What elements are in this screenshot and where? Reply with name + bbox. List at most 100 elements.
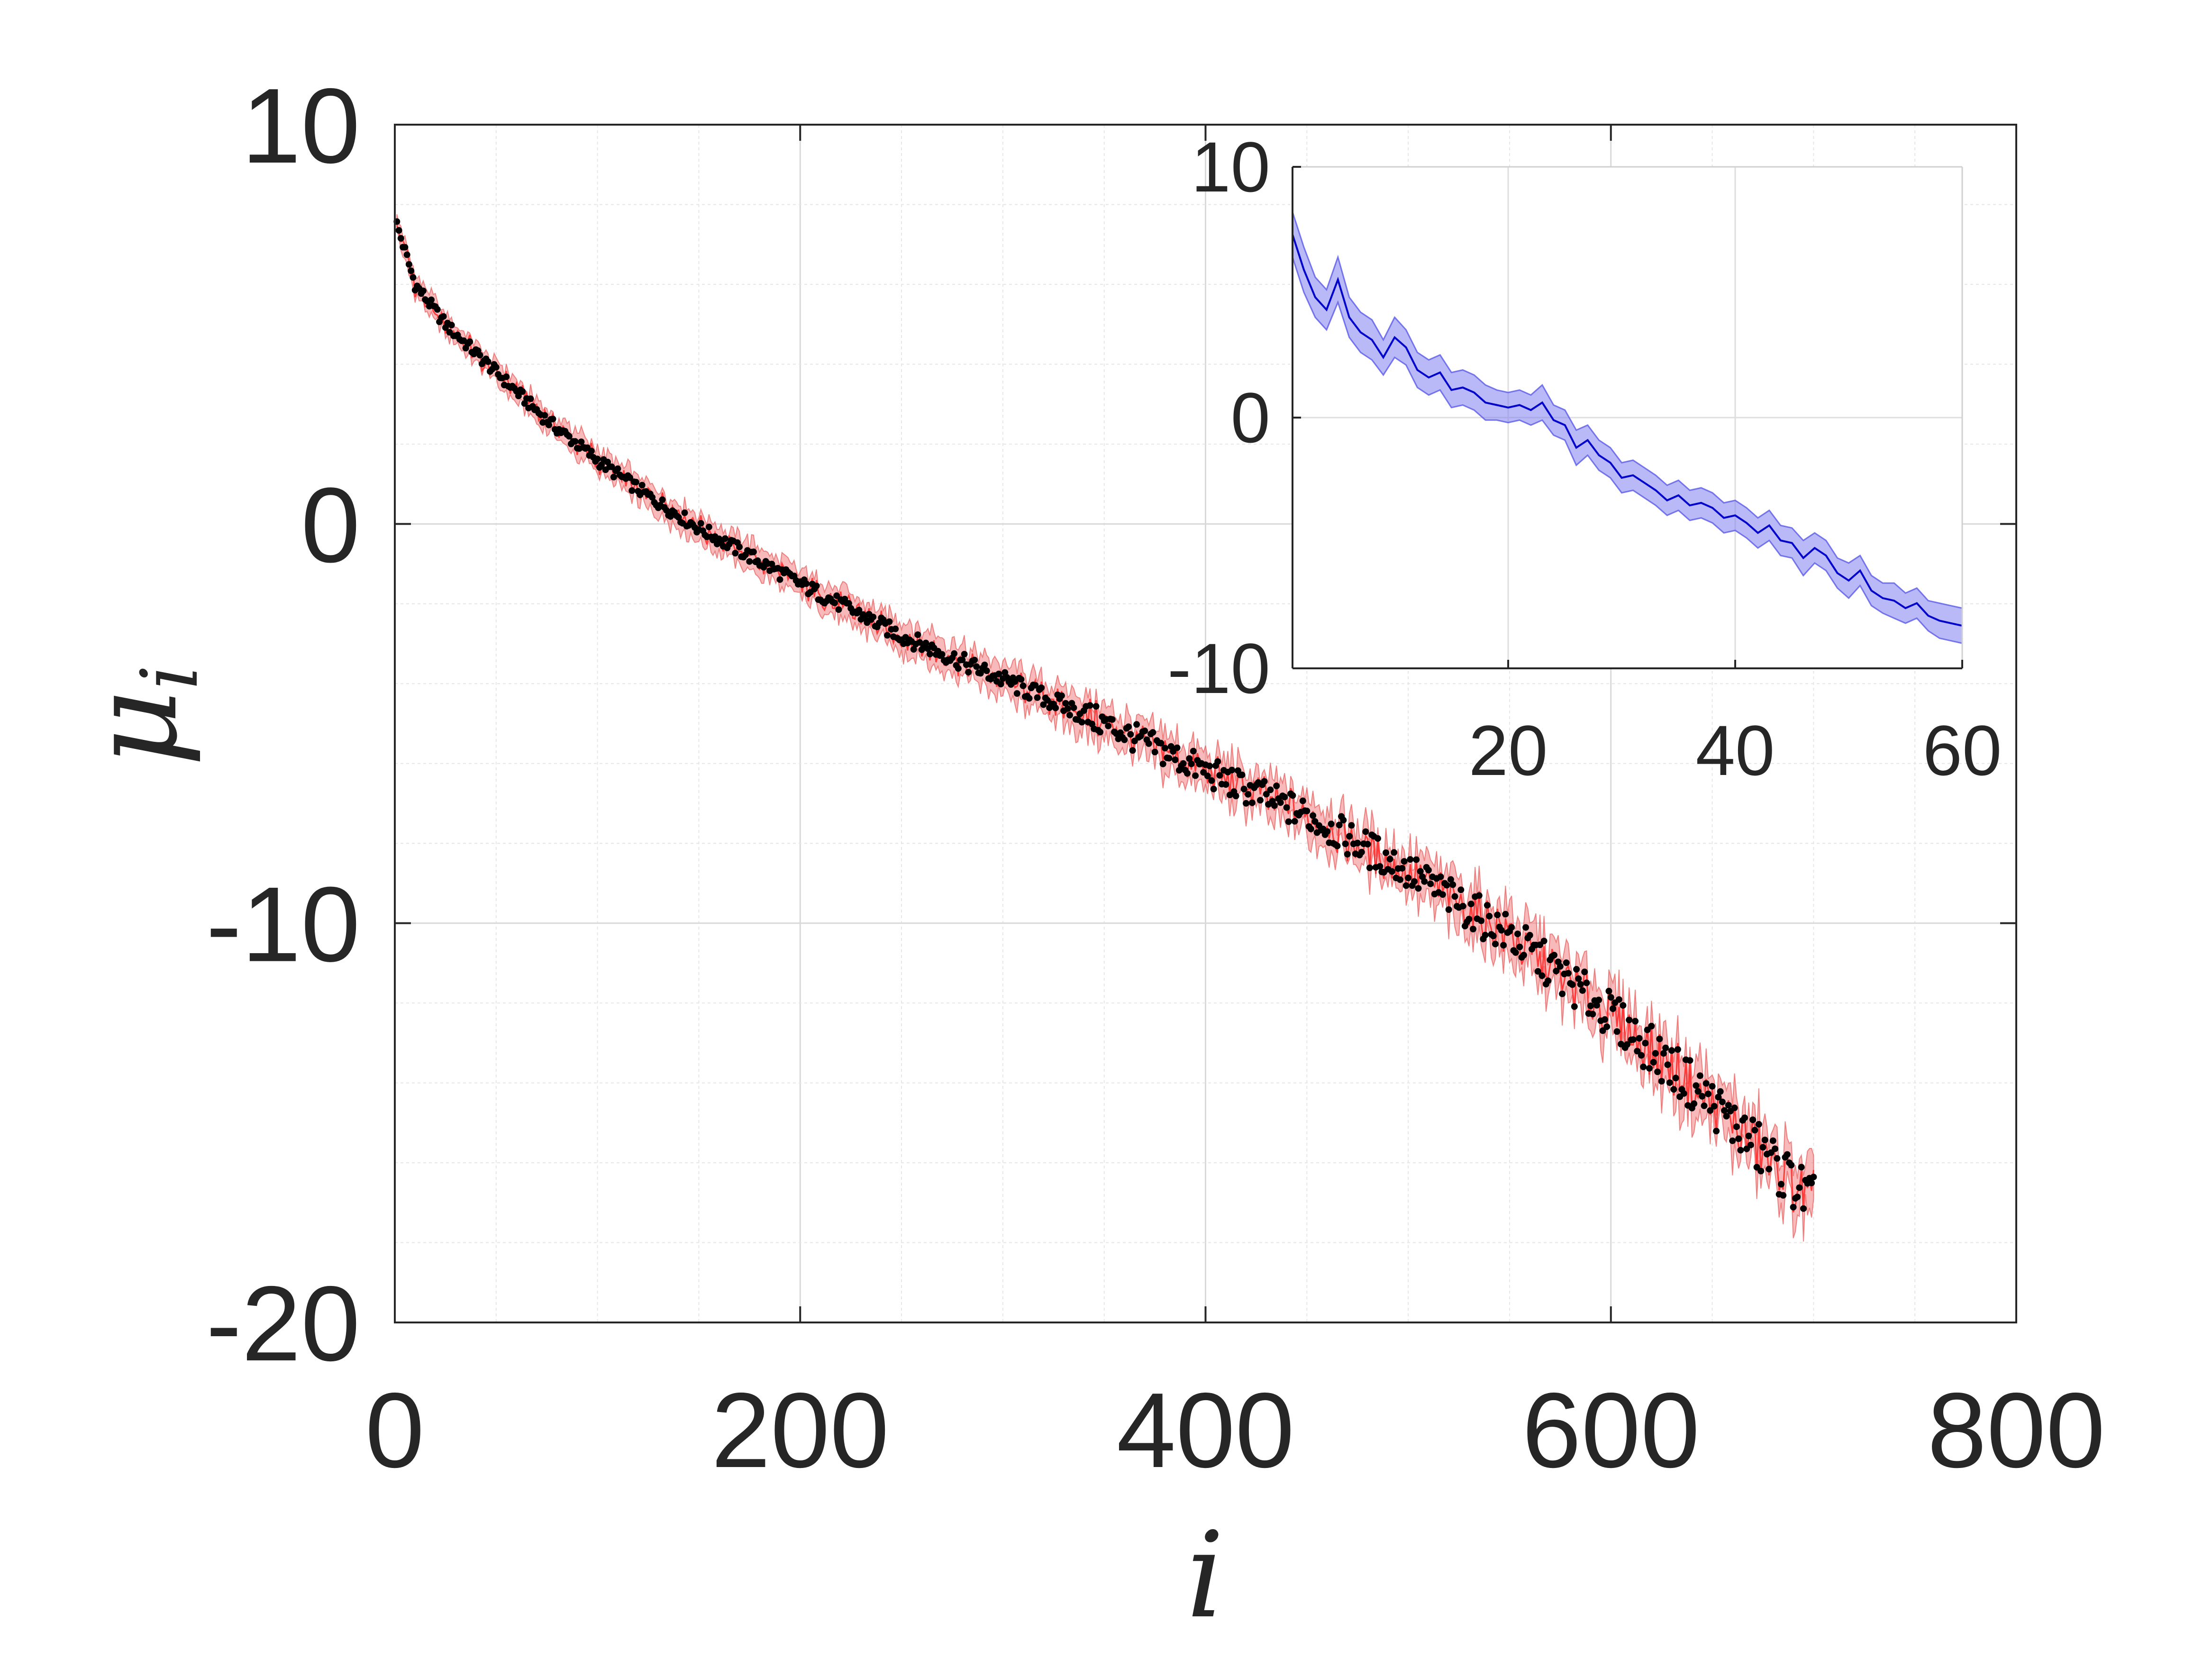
main-data-point: [1607, 994, 1614, 1001]
main-data-point: [681, 509, 688, 516]
main-data-point: [1595, 996, 1602, 1003]
main-data-point: [1593, 1002, 1600, 1009]
main-data-point: [1397, 876, 1403, 883]
main-data-point: [627, 474, 633, 481]
main-data-point: [1660, 1050, 1667, 1057]
main-data-point: [541, 412, 548, 419]
main-data-point: [1798, 1164, 1805, 1171]
main-data-point: [1092, 703, 1100, 710]
main-data-point: [1052, 704, 1059, 711]
main-data-point: [1713, 1128, 1720, 1135]
main-data-point: [1725, 1102, 1732, 1109]
main-data-point: [1240, 785, 1247, 793]
main-data-point: [1545, 977, 1552, 984]
main-data-point: [1032, 682, 1039, 689]
main-data-point: [1204, 772, 1211, 779]
main-data-point: [1407, 856, 1414, 863]
main-data-point: [1751, 1127, 1758, 1134]
main-data-point: [813, 583, 820, 589]
main-data-point: [1735, 1135, 1742, 1142]
main-data-point: [1721, 1107, 1728, 1114]
main-data-point: [1334, 842, 1341, 849]
main-data-point: [1105, 722, 1112, 729]
main-data-point: [1715, 1094, 1722, 1101]
main-data-point: [1348, 822, 1355, 829]
main-data-point: [1772, 1145, 1779, 1152]
main-data-point: [1427, 880, 1434, 887]
main-data-point: [1666, 1079, 1673, 1086]
main-data-point: [1482, 931, 1489, 939]
main-data-point: [594, 456, 601, 463]
main-data-point: [1640, 1063, 1647, 1070]
main-data-point: [403, 251, 410, 258]
main-data-point: [1470, 926, 1476, 932]
main-data-point: [1445, 906, 1452, 913]
main-data-point: [1281, 793, 1288, 801]
main-data-point: [1757, 1167, 1765, 1175]
main-data-point: [1571, 1003, 1578, 1010]
main-data-point: [1759, 1144, 1766, 1151]
main-data-point: [1632, 1018, 1639, 1025]
main-data-point: [410, 274, 417, 281]
main-data-point: [1109, 716, 1116, 723]
main-data-point: [1654, 1068, 1661, 1076]
main-data-point: [1766, 1166, 1773, 1173]
main-data-point: [1216, 772, 1223, 779]
main-data-point: [484, 358, 492, 365]
inset-plot: 20 40 60 -10 0 10: [1167, 127, 2002, 790]
main-data-point: [1634, 1048, 1641, 1055]
main-data-point: [1340, 817, 1347, 824]
main-data-point: [1636, 1035, 1643, 1042]
main-data-point: [448, 321, 455, 328]
main-data-point: [1038, 684, 1045, 691]
main-data-point: [1579, 987, 1586, 994]
main-data-point: [1013, 690, 1020, 697]
main-data-point: [1784, 1151, 1791, 1158]
main-data-point: [1362, 828, 1369, 835]
main-data-point: [1557, 963, 1564, 970]
main-data-point: [1273, 783, 1280, 789]
main-data-point: [667, 513, 674, 520]
main-data-point: [1646, 1065, 1653, 1072]
main-data-point: [1206, 762, 1213, 769]
main-data-point: [1078, 719, 1085, 726]
main-data-point: [1040, 701, 1047, 708]
main-data-point: [1520, 952, 1527, 958]
main-data-point: [1346, 833, 1353, 840]
main-data-point: [1615, 996, 1622, 1003]
main-data-point: [610, 474, 617, 481]
main-y-tick-label: -20: [206, 1264, 360, 1383]
main-data-point: [722, 535, 728, 542]
main-data-point: [973, 663, 980, 670]
main-data-point: [1769, 1137, 1776, 1144]
main-data-point: [1664, 1061, 1671, 1068]
main-data-point: [1133, 721, 1140, 728]
main-data-point: [1399, 865, 1406, 872]
main-data-point: [588, 447, 595, 455]
inset-mean-line: [1292, 234, 1963, 627]
main-data-point: [1248, 799, 1256, 806]
inset-y-tick-labels: -10 0 10: [1167, 127, 1270, 708]
main-data-point: [1780, 1192, 1787, 1199]
main-data-point: [1778, 1181, 1784, 1188]
main-data-point: [1701, 1102, 1708, 1109]
main-data-point: [776, 576, 783, 583]
main-data-point: [572, 438, 579, 445]
main-data-point: [1674, 1046, 1681, 1053]
main-data-point: [1629, 1036, 1637, 1043]
main-data-point: [1680, 1090, 1687, 1097]
main-data-point: [1358, 848, 1365, 856]
main-data-point: [1577, 981, 1584, 988]
main-data-point: [1188, 760, 1195, 767]
main-data-point: [1184, 770, 1191, 777]
main-data-point: [1587, 1003, 1594, 1009]
main-data-point: [1186, 755, 1193, 762]
main-data-point: [614, 465, 621, 472]
main-data-point: [1097, 729, 1104, 736]
main-data-point: [831, 599, 838, 606]
main-data-point: [955, 665, 962, 672]
inset-x-tick-label: 20: [1469, 711, 1548, 790]
main-x-tick-label: 400: [1117, 1370, 1294, 1490]
main-data-point: [1447, 876, 1454, 883]
main-data-point: [1289, 792, 1296, 799]
